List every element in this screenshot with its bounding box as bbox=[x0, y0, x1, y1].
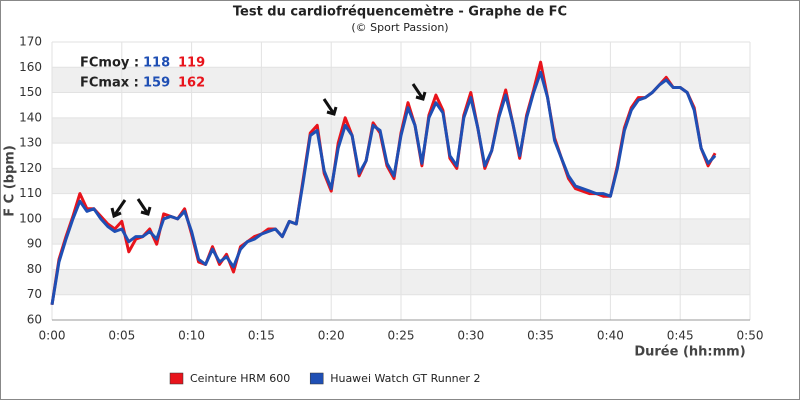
x-tick-label: 0:15 bbox=[248, 329, 275, 343]
legend-swatch bbox=[169, 372, 184, 385]
legend-swatch bbox=[309, 372, 324, 385]
x-tick-label: 0:35 bbox=[527, 329, 554, 343]
y-tick-label: 70 bbox=[27, 287, 42, 301]
stat-value: 162 bbox=[178, 76, 205, 91]
legend-label: Huawei Watch GT Runner 2 bbox=[330, 372, 480, 385]
y-tick-label: 90 bbox=[27, 237, 42, 251]
y-tick-label: 120 bbox=[19, 161, 42, 175]
y-tick-label: 110 bbox=[19, 186, 42, 200]
y-tick-label: 140 bbox=[19, 110, 42, 124]
x-tick-label: 0:20 bbox=[318, 329, 345, 343]
x-axis-label: Durée (hh:mm) bbox=[634, 345, 745, 360]
y-tick-label: 100 bbox=[19, 211, 42, 225]
stat-value: 119 bbox=[178, 56, 205, 71]
x-tick-label: 0:40 bbox=[597, 329, 624, 343]
annotation-arrows bbox=[110, 83, 427, 219]
x-tick-label: 0:30 bbox=[457, 329, 484, 343]
stat-label: FCmax : bbox=[80, 76, 139, 91]
stat-value: 118 bbox=[143, 56, 170, 71]
x-tick-label: 0:25 bbox=[388, 329, 415, 343]
y-tick-label: 130 bbox=[19, 136, 42, 150]
stat-value: 159 bbox=[143, 76, 170, 91]
x-tick-label: 0:00 bbox=[39, 329, 66, 343]
x-tick-label: 0:50 bbox=[737, 329, 764, 343]
y-tick-label: 150 bbox=[19, 85, 42, 99]
series-line bbox=[50, 70, 717, 306]
legend-label: Ceinture HRM 600 bbox=[190, 372, 290, 385]
x-tick-label: 0:05 bbox=[108, 329, 135, 343]
y-tick-label: 160 bbox=[19, 60, 42, 74]
chart-subtitle: (© Sport Passion) bbox=[351, 21, 448, 34]
y-tick-label: 80 bbox=[27, 262, 42, 276]
stat-label: FCmoy : bbox=[80, 56, 139, 71]
x-tick-label: 0:45 bbox=[667, 329, 694, 343]
chart-title: Test du cardiofréquencemètre - Graphe de… bbox=[233, 5, 567, 20]
y-axis-label: F C (bpm) bbox=[3, 145, 18, 217]
y-tick-label: 170 bbox=[19, 35, 42, 49]
x-tick-label: 0:10 bbox=[178, 329, 205, 343]
y-tick-label: 60 bbox=[27, 313, 42, 327]
